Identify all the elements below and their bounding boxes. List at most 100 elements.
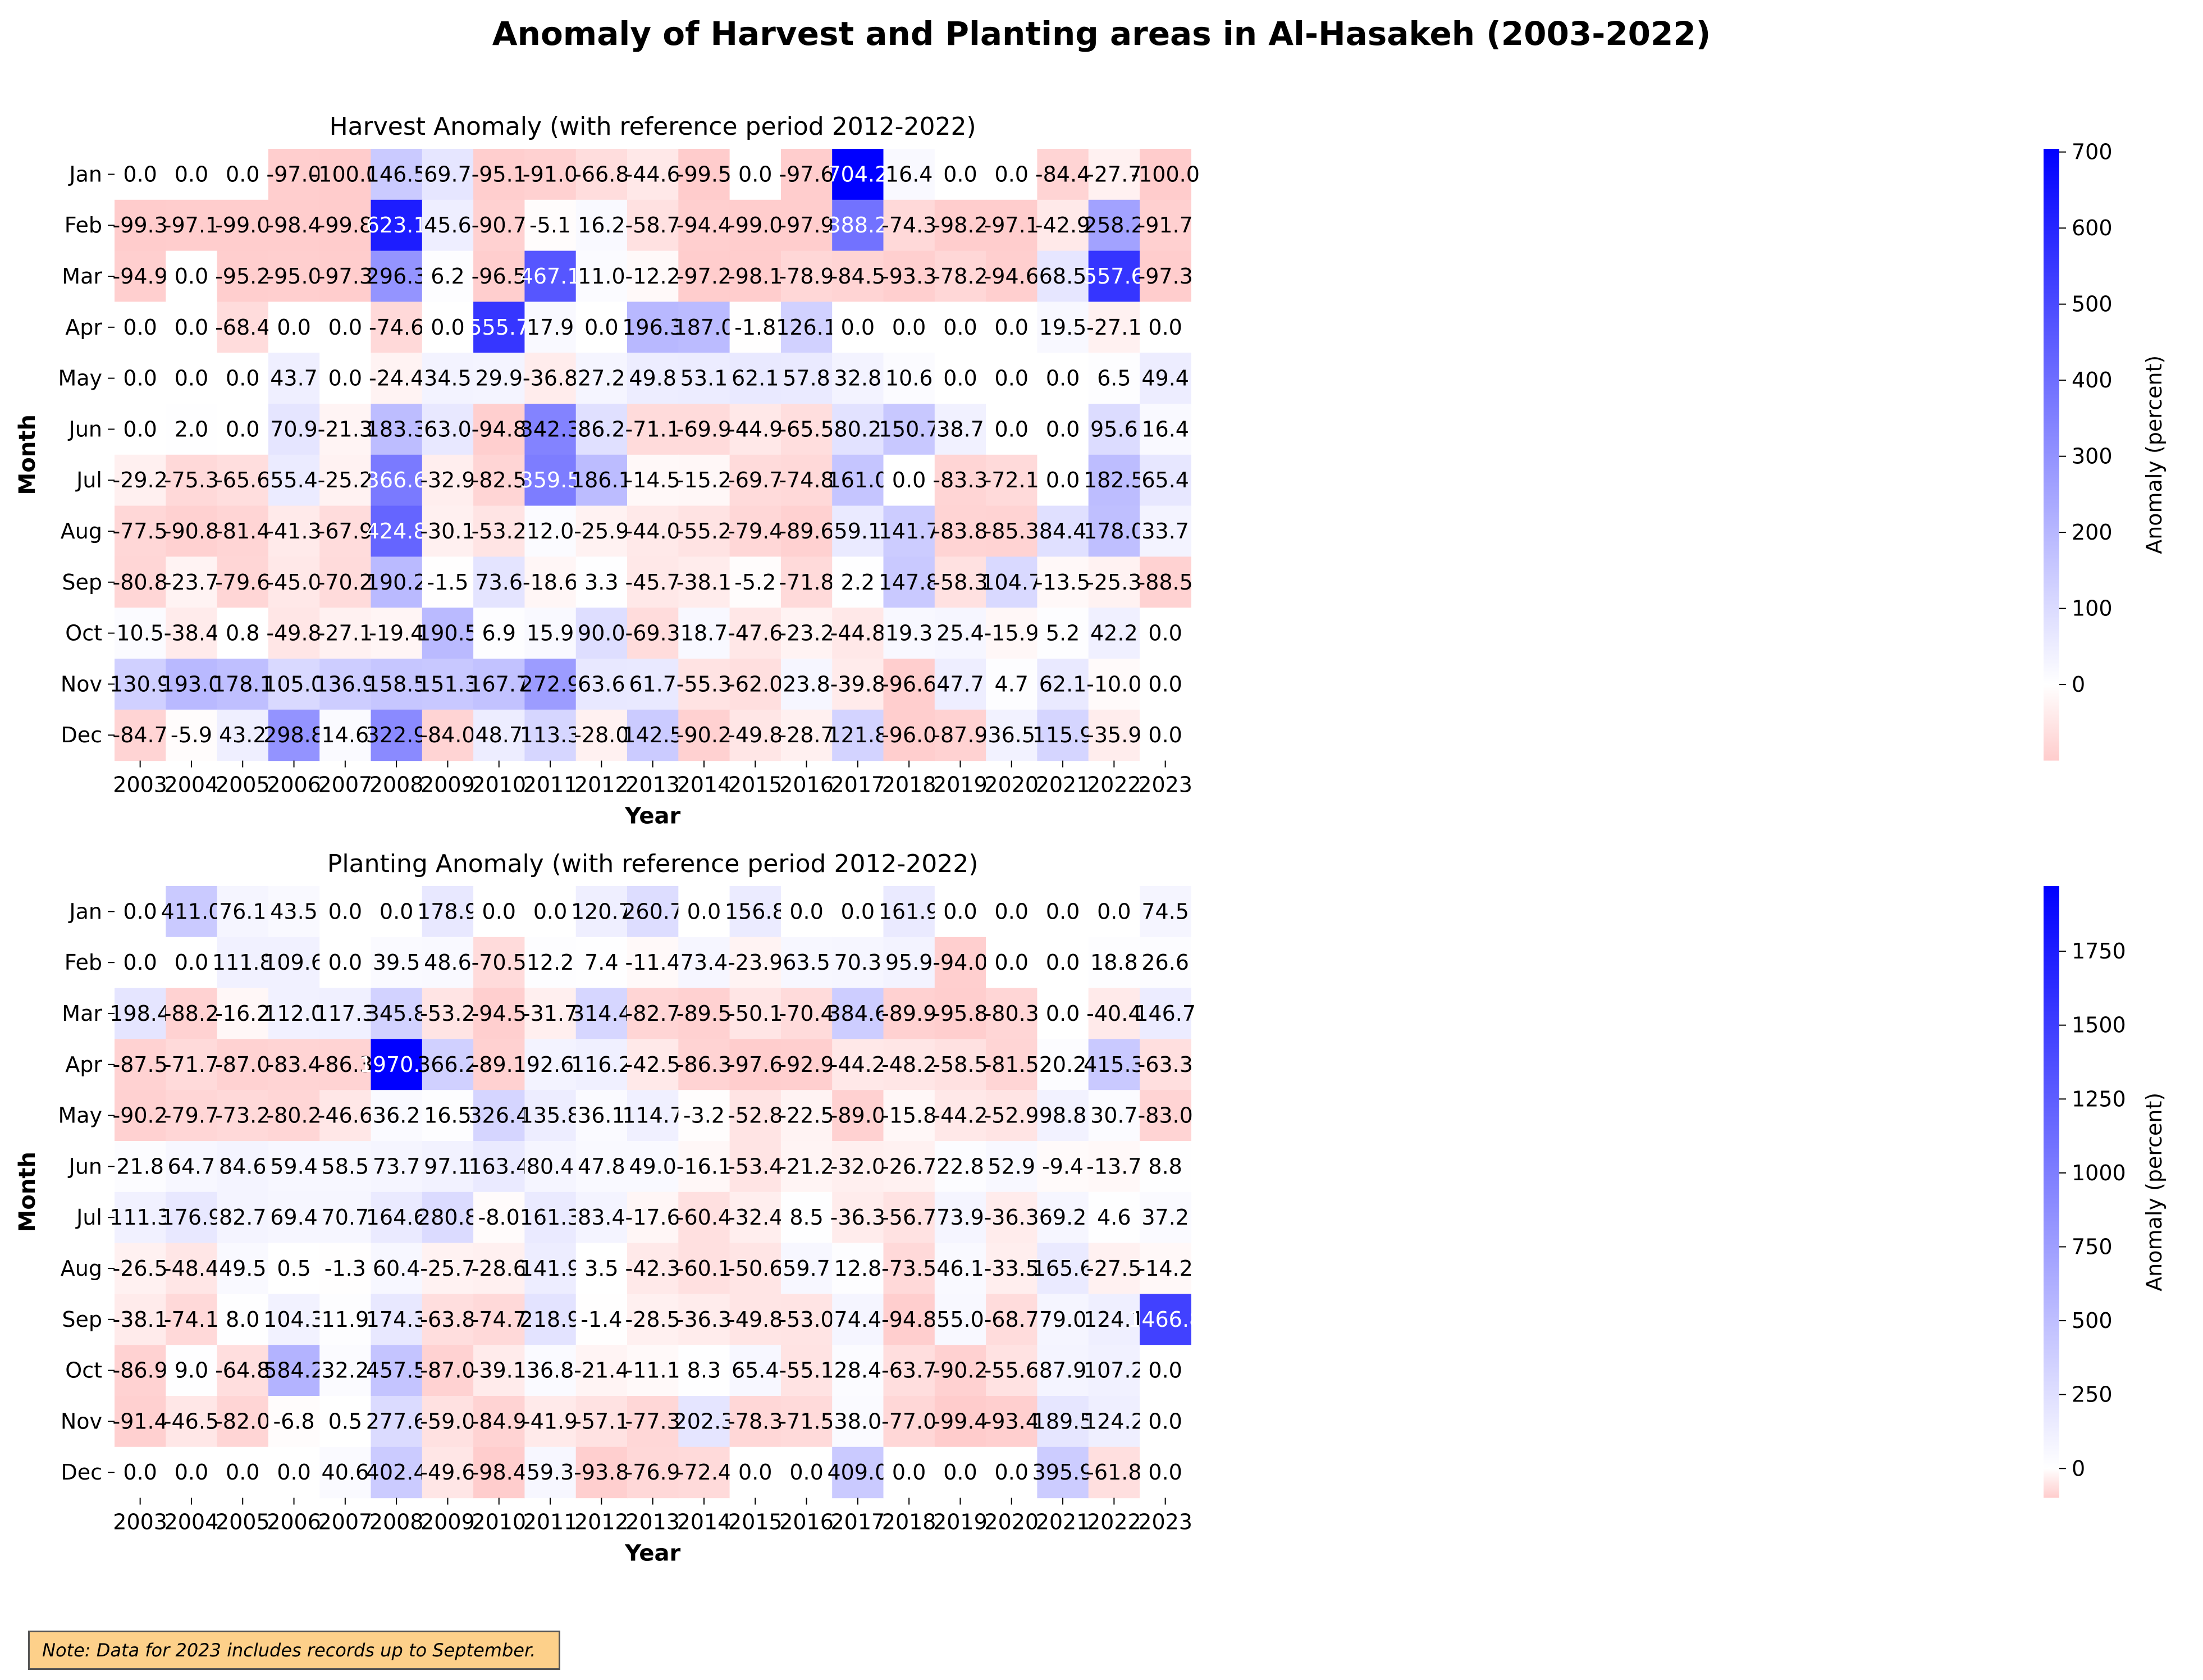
harvest-cell (371, 659, 423, 710)
planting-cell-label: 73.7 (373, 1154, 421, 1179)
harvest-cell-label: 0.0 (584, 315, 618, 340)
harvest-cell (1037, 149, 1089, 200)
figure-title: Anomaly of Harvest and Planting areas in… (492, 15, 1711, 53)
planting-cell-label: 55.0 (936, 1307, 984, 1332)
planting-cell-label: 60.4 (373, 1256, 421, 1281)
harvest-ylabel: Month (15, 414, 40, 495)
harvest-colorbar-tick-label: 200 (2072, 520, 2113, 545)
planting-cell (1037, 937, 1089, 989)
planting-cell (422, 1090, 474, 1142)
harvest-cell-label: 0.0 (943, 366, 977, 391)
planting-cell (832, 1090, 884, 1142)
planting-cell-label: 218.9 (520, 1307, 581, 1332)
harvest-cell-label: 158.5 (366, 672, 427, 696)
planting-cell (1140, 937, 1191, 989)
harvest-cell (627, 659, 679, 710)
harvest-cell (1140, 505, 1191, 557)
planting-cell (627, 1090, 679, 1142)
planting-cell (986, 1294, 1037, 1345)
harvest-cell (1088, 709, 1140, 761)
harvest-cell-label: -90.8 (164, 519, 219, 544)
planting-cell (678, 886, 730, 938)
planting-cell-label: -50.6 (728, 1256, 783, 1281)
harvest-cell (217, 250, 269, 302)
planting-cell-label: -60.1 (677, 1256, 732, 1281)
harvest-cell-label: 38.7 (936, 417, 984, 441)
harvest-cell (729, 608, 781, 659)
harvest-cell (268, 149, 320, 200)
planting-cell (166, 1345, 218, 1396)
planting-cell-label: 156.8 (725, 899, 786, 924)
planting-cell (217, 1191, 269, 1244)
harvest-cell-label: 190.5 (417, 621, 478, 646)
harvest-cell-label: 29.9 (475, 366, 523, 391)
planting-cell-label: -52.8 (728, 1103, 783, 1128)
planting-cell-label: -42.5 (625, 1052, 680, 1077)
planting-cell-label: -89.9 (881, 1001, 936, 1026)
harvest-cell (371, 709, 423, 761)
planting-cell-label: -16.2 (215, 1001, 270, 1026)
harvest-cell-label: 62.1 (1039, 672, 1087, 696)
planting-cell (166, 886, 218, 938)
planting-cell (166, 1243, 218, 1294)
harvest-cell (319, 250, 372, 302)
harvest-cell (524, 454, 577, 506)
harvest-xtick-label: 2006 (267, 773, 321, 797)
harvest-cell-label: -53.2 (472, 519, 527, 544)
planting-cell (115, 1090, 166, 1142)
planting-cell (934, 1141, 986, 1193)
planting-cell (627, 1243, 679, 1294)
planting-cell (319, 1446, 372, 1499)
harvest-cell (575, 659, 628, 710)
planting-cell (729, 886, 781, 938)
harvest-cell (115, 659, 166, 710)
planting-cell-label: 124.1 (1084, 1307, 1145, 1332)
planting-cell-label: -77.0 (881, 1409, 936, 1434)
planting-cell (217, 886, 269, 938)
planting-cell (986, 1446, 1037, 1499)
harvest-cell-label: 555.7 (468, 315, 529, 340)
harvest-cell (115, 454, 166, 506)
planting-cell-label: 73.9 (936, 1205, 984, 1230)
harvest-cell (166, 149, 218, 200)
planting-cell (883, 1396, 935, 1448)
harvest-cell-label: 0.0 (1148, 672, 1182, 696)
harvest-cell (934, 199, 986, 252)
planting-cell-label: 0.0 (687, 899, 721, 924)
planting-cell (883, 886, 935, 938)
planting-cell (319, 1396, 372, 1448)
harvest-cell (986, 250, 1037, 302)
planting-cell-label: 409.0 (827, 1460, 888, 1485)
planting-cell (1037, 1396, 1089, 1448)
harvest-ytick-label: Apr (65, 315, 102, 340)
planting-ytick-label: Jun (68, 1154, 102, 1179)
harvest-cell-label: -99.8 (318, 213, 373, 238)
harvest-cell-label: -94.9 (112, 264, 167, 289)
planting-cell (678, 1243, 730, 1294)
harvest-cell-label: 70.9 (270, 417, 318, 441)
harvest-cell-label: 0.0 (1148, 723, 1182, 747)
planting-cell (115, 1446, 166, 1499)
harvest-cell-label: -39.8 (830, 672, 885, 696)
harvest-cell-label: -97.6 (779, 162, 834, 186)
harvest-cell (268, 709, 320, 761)
planting-cell (729, 988, 781, 1039)
harvest-cell-label: 80.2 (834, 417, 882, 441)
planting-cell-label: -9.4 (1042, 1154, 1084, 1179)
harvest-cell-label: -25.9 (574, 519, 629, 544)
planting-cell (575, 886, 628, 938)
harvest-cell-label: 2.2 (841, 570, 875, 595)
harvest-cell-label: -94.8 (472, 417, 527, 441)
harvest-cell-label: -91.0 (523, 162, 578, 186)
harvest-cell-label: 424.8 (366, 519, 427, 544)
harvest-cell-label: -71.8 (779, 570, 834, 595)
harvest-xtick-label: 2023 (1138, 773, 1192, 797)
planting-xlabel: Year (624, 1541, 680, 1567)
harvest-cell (986, 149, 1037, 200)
harvest-cell-label: -65.6 (215, 468, 270, 492)
planting-cell-label: 178.9 (417, 899, 478, 924)
harvest-cell (217, 608, 269, 659)
harvest-cell-label: -18.6 (523, 570, 578, 595)
harvest-cell-label: 359.5 (520, 468, 581, 492)
planting-cell (1140, 1141, 1191, 1193)
